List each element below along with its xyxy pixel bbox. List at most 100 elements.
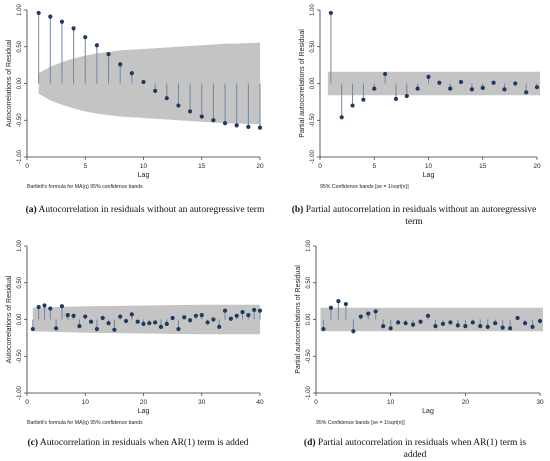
y-tick-label: 0.00 <box>310 77 316 89</box>
data-point <box>141 321 146 327</box>
data-point <box>480 85 485 91</box>
data-point <box>534 85 540 90</box>
data-point <box>112 327 117 332</box>
data-point <box>321 326 326 332</box>
data-point <box>222 308 228 313</box>
data-point <box>59 304 65 309</box>
band-note: 95% Confidence bands [se = 1/sqrt(n)] <box>320 184 409 190</box>
chart-panel-c: -1.00 -0.50 0.00 0.50 1.00 0 10 20 30 40 Lag Autoco… <box>0 236 275 431</box>
x-tick-label: 5 <box>83 163 87 170</box>
data-point <box>59 19 65 24</box>
data-point <box>36 10 41 16</box>
data-point <box>463 324 468 329</box>
data-point <box>388 326 393 331</box>
x-tick-label: 10 <box>82 399 90 406</box>
data-point <box>205 320 210 325</box>
data-point <box>71 313 76 318</box>
caption-a-label: (a) <box>25 205 37 215</box>
y-tick-label: 0.50 <box>17 276 23 288</box>
y-tick-label: -0.50 <box>310 113 316 127</box>
data-point <box>500 325 505 330</box>
data-point <box>502 87 507 92</box>
data-point <box>199 312 204 318</box>
data-point <box>350 103 355 108</box>
data-point <box>415 86 420 91</box>
data-point <box>42 303 47 308</box>
data-point <box>257 125 263 130</box>
band-note: 95% Confidence bands [se = 1/sqrt(n)] <box>316 420 405 426</box>
y-axis-label: Partial autocorrelations of Residual <box>295 265 302 374</box>
data-point <box>83 314 88 319</box>
y-tick-label: 0.00 <box>17 313 23 325</box>
data-point <box>433 324 438 329</box>
data-point <box>257 308 263 313</box>
caption-a: (a) Autocorrelation in residuals without… <box>20 204 270 216</box>
x-tick-label: 30 <box>198 399 206 406</box>
confidence-band <box>38 42 261 125</box>
confidence-band <box>32 304 260 335</box>
y-axis-label: Autocorrelations of Residual <box>6 275 13 363</box>
x-tick-label: 10 <box>387 399 395 406</box>
data-point <box>106 52 111 57</box>
data-point <box>491 80 496 85</box>
data-point <box>211 118 216 123</box>
caption-a-text: Autocorrelation in residuals without an … <box>36 205 265 215</box>
y-tick-label: -1.00 <box>306 386 312 400</box>
caption-c-label: (c) <box>27 438 38 448</box>
data-point <box>366 311 371 316</box>
data-point <box>222 121 228 126</box>
data-point <box>485 324 490 329</box>
data-point <box>339 115 344 120</box>
x-tick-label: 15 <box>479 163 487 170</box>
chart-panel-a: -1.00 -0.50 0.00 0.50 1.00 0 5 10 15 20 Lag Autocor… <box>0 0 275 195</box>
caption-b-text: Partial autocorrelation in residuals wit… <box>303 205 537 227</box>
y-axis-label: Autocorrelations of Residual <box>6 39 13 127</box>
y-tick-label: 0.00 <box>306 313 312 325</box>
x-tick-label: 15 <box>198 163 206 170</box>
y-tick-label: 0.50 <box>306 276 312 288</box>
data-point <box>418 319 423 324</box>
chart-panel-d: -1.00 -0.50 0.00 0.50 1.00 0 10 20 30 Lag Partial … <box>275 236 550 431</box>
data-point <box>537 318 543 324</box>
x-axis-label: Lag <box>138 172 150 179</box>
band-note: Bartlett's formula for MA(q) 95% confide… <box>27 420 143 426</box>
y-tick-label: 0.50 <box>310 40 316 52</box>
data-point <box>30 326 35 332</box>
data-point <box>118 314 123 319</box>
data-point <box>83 35 88 40</box>
confidence-band <box>327 71 540 96</box>
data-point <box>141 79 146 85</box>
x-tick-label: 0 <box>25 399 29 406</box>
data-point <box>188 109 193 114</box>
data-point <box>153 88 158 93</box>
data-point <box>437 80 442 85</box>
caption-d-text: Partial autocorrelation in residuals whe… <box>315 438 527 460</box>
data-point <box>54 326 59 331</box>
data-point <box>396 320 401 325</box>
data-point <box>448 86 453 91</box>
data-point <box>336 299 341 304</box>
data-point <box>100 315 105 321</box>
data-point <box>158 324 164 329</box>
data-point <box>228 316 233 321</box>
data-point <box>106 321 111 326</box>
x-axis-label: Lag <box>422 408 434 415</box>
caption-d: (d) Partial autocorrelation in residuals… <box>296 437 534 461</box>
y-tick-label: -0.50 <box>17 113 23 127</box>
y-tick-label: -0.50 <box>306 349 312 363</box>
acf-chart-a: -1.00 -0.50 0.00 0.50 1.00 0 5 10 15 20 Lag Autocor… <box>6 4 264 190</box>
caption-c: (c) Autocorrelation in residuals when AR… <box>2 437 274 449</box>
data-point <box>48 14 53 19</box>
data-point <box>240 310 245 315</box>
data-point <box>358 314 363 319</box>
x-tick-label: 10 <box>140 163 148 170</box>
y-tick-label: 1.00 <box>17 4 23 16</box>
data-point <box>410 322 416 327</box>
caption-c-text: Autocorrelation in residuals when AR(1) … <box>38 438 249 448</box>
y-tick-label: -1.00 <box>17 150 23 164</box>
data-point <box>343 301 348 307</box>
pacf-chart-d: -1.00 -0.50 0.00 0.50 1.00 0 10 20 30 Lag Partial … <box>295 240 544 426</box>
x-tick-label: 5 <box>372 163 376 170</box>
data-point <box>478 324 483 329</box>
data-point <box>176 326 181 332</box>
